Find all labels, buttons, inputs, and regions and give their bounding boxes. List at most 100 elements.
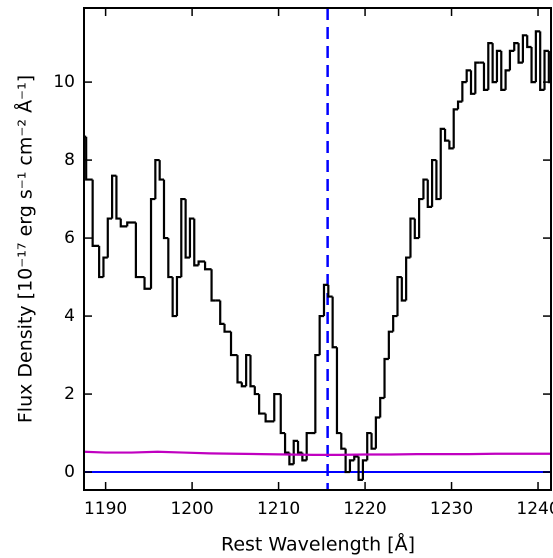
spectrum-step: [413, 218, 420, 240]
spectrum-step: [500, 50, 506, 91]
spectrum-step: [134, 222, 145, 279]
spectrum-step: [435, 160, 441, 201]
spectrum-step: [283, 433, 290, 454]
spectrum-step: [253, 386, 260, 396]
spectrum-step: [461, 80, 467, 102]
spectrum-step: [526, 35, 532, 49]
spectrum-step: [426, 179, 433, 208]
spectrum-step: [175, 275, 182, 317]
spectrum-step: [193, 218, 199, 267]
spectrum-step: [340, 433, 346, 450]
spectrum-step: [102, 256, 108, 278]
spectrum-step: [487, 41, 493, 90]
spectrum-step: [521, 34, 528, 63]
spectrum-step: [314, 353, 320, 434]
y-axis-label: Flux Density [10⁻¹⁷ erg s⁻¹ cm⁻² Å⁻¹]: [14, 75, 37, 423]
x-tick-label: 1200: [170, 499, 213, 519]
spectrum-step: [469, 70, 476, 95]
spectrum-step: [392, 314, 398, 332]
spectrum-step: [357, 456, 363, 481]
spectrum-step: [383, 357, 389, 398]
spectrum-step: [452, 108, 459, 149]
spectrum-step: [387, 330, 394, 359]
spectrum-step: [344, 448, 350, 474]
spectrum-step: [296, 440, 303, 454]
spectrum-step: [154, 158, 160, 200]
spectrum-step: [482, 62, 489, 91]
spectrum-step: [439, 127, 446, 200]
spectrum-step: [508, 49, 515, 71]
spectrum-step: [115, 175, 121, 220]
spectrum-step: [264, 413, 275, 423]
spectrum-step: [374, 416, 381, 449]
spectrum-step: [517, 43, 523, 64]
spectrum-step: [258, 394, 266, 415]
axes-frame: [83, 7, 552, 491]
spectrum-step: [504, 69, 510, 90]
spectrum-step: [513, 41, 519, 51]
spectrum-step: [534, 30, 541, 83]
spectrum-step: [495, 49, 502, 83]
y-tick-label: 4: [64, 306, 75, 326]
spectrum-step: [162, 179, 169, 240]
spectrum-step: [405, 256, 411, 301]
x-tick-label: 1230: [430, 499, 473, 519]
spectrum-step: [106, 217, 113, 258]
spectrum-step: [335, 347, 342, 435]
spectrum-step: [322, 283, 329, 317]
spectrum-step: [539, 31, 545, 91]
spectrum-step: [143, 277, 152, 290]
spectrum-step: [318, 314, 324, 356]
spectrum-step: [418, 197, 424, 239]
plot-area: [84, 8, 551, 490]
spectrum-step: [203, 261, 212, 271]
spectrum-step: [448, 140, 454, 150]
spectrum-step: [249, 355, 255, 388]
spectrum-step: [85, 136, 93, 181]
spectrum-step: [149, 197, 156, 289]
spectrum-step: [229, 331, 238, 357]
spectrum-step: [292, 439, 299, 465]
x-axis-label: Rest Wavelength [Å]: [221, 533, 415, 556]
spectrum-step: [348, 459, 355, 473]
spectrum-step: [91, 179, 100, 247]
spectrum-step: [327, 284, 333, 298]
spectrum-step: [361, 459, 368, 480]
error-line: [84, 450, 551, 457]
spectrum-step: [180, 197, 186, 278]
spectrum-step: [396, 275, 402, 317]
spectrum-step: [443, 128, 450, 142]
y-tick-label: 8: [64, 150, 75, 170]
x-tick-label: 1190: [84, 499, 127, 519]
spectrum-step: [171, 277, 177, 318]
spectrum-step: [245, 353, 251, 387]
spectrum-step: [379, 396, 385, 418]
x-tick-label: 1220: [343, 499, 386, 519]
spectrum-step: [126, 221, 136, 227]
spectrum-step: [210, 269, 216, 302]
spectrum-step: [197, 260, 206, 266]
spectrum-step: [98, 245, 104, 279]
spectrum-step: [456, 100, 463, 110]
spectrum-step: [366, 431, 372, 461]
spectrum-step: [288, 452, 294, 466]
spectrum-step: [158, 160, 164, 181]
spectrum-step: [543, 49, 549, 90]
x-tick-label: 1210: [257, 499, 300, 519]
spectrum-step: [370, 433, 376, 450]
spectrum-step: [491, 43, 497, 84]
y-tick-label: 10: [53, 72, 75, 92]
spectrum-step: [400, 277, 407, 302]
spectrum-step: [119, 218, 128, 228]
spectrum-step: [240, 382, 247, 388]
spectrum-step: [236, 355, 242, 384]
spectrum-step: [111, 174, 117, 219]
spectrum-step: [474, 61, 480, 94]
spectrum-step: [273, 392, 281, 422]
spectrum-step: [331, 296, 337, 349]
spectrum-step: [353, 455, 359, 461]
y-tick-label: 0: [64, 462, 75, 482]
